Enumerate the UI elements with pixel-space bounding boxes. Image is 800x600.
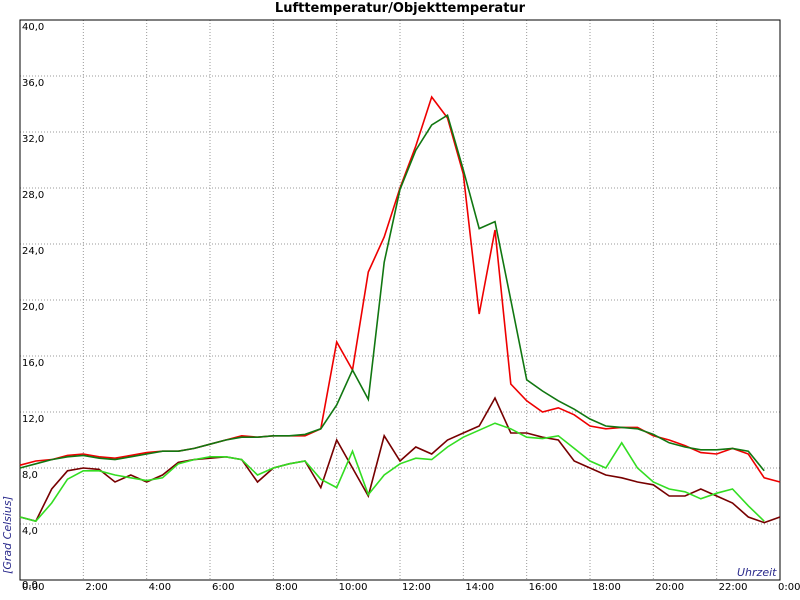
y-tick-label: 24,0 — [22, 246, 44, 257]
x-tick-label: 8:00 — [275, 582, 297, 593]
x-tick-label: 4:00 — [149, 582, 171, 593]
y-tick-label: 20,0 — [22, 302, 44, 313]
x-tick-label: 18:00 — [592, 582, 621, 593]
y-tick-label: 40,0 — [22, 22, 44, 33]
x-tick-label: 16:00 — [529, 582, 558, 593]
x-tick-label: 20:00 — [655, 582, 684, 593]
y-tick-label: 36,0 — [22, 78, 44, 89]
y-tick-label: 32,0 — [22, 134, 44, 145]
x-tick-label: 14:00 — [465, 582, 494, 593]
chart-title: Lufttemperatur/Objekttemperatur — [275, 1, 526, 16]
x-tick-label: 22:00 — [719, 582, 748, 593]
series-line — [19, 113, 765, 472]
x-tick-label: 10:00 — [339, 582, 368, 593]
y-tick-label: 4,0 — [22, 526, 38, 537]
y-tick-label: 12,0 — [22, 414, 44, 425]
series-line — [19, 422, 765, 523]
y-axis-label: [Grad Celsius] — [1, 496, 14, 574]
series-line — [19, 95, 781, 483]
y-tick-label: 8,0 — [22, 470, 38, 481]
y-tick-label: 0,0 — [22, 580, 38, 591]
series-line — [19, 396, 781, 524]
x-tick-label: 0:00 — [778, 582, 800, 593]
x-tick-label: 12:00 — [402, 582, 431, 593]
x-tick-label: 0:00 — [22, 582, 44, 593]
x-tick-label: 6:00 — [212, 582, 234, 593]
x-axis-label: Uhrzeit — [737, 566, 777, 579]
plot-frame — [19, 19, 781, 581]
y-tick-label: 16,0 — [22, 358, 44, 369]
y-tick-label: 28,0 — [22, 190, 44, 201]
x-tick-label: 2:00 — [85, 582, 107, 593]
